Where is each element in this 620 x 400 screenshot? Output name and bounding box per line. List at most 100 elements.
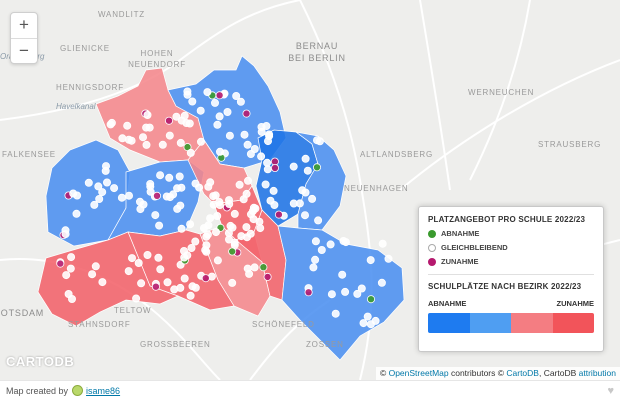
school-marker-neutral-70 (196, 137, 205, 146)
school-marker-neutral-64 (180, 111, 189, 120)
legend-swatch-4 (552, 313, 594, 333)
school-marker-neutral-148 (256, 224, 265, 233)
legend-item-label: Zunahme (441, 257, 479, 266)
school-marker-neutral-192 (331, 309, 340, 318)
school-marker-neutral-24 (127, 136, 136, 145)
zoom-out-button[interactable]: − (11, 38, 37, 63)
zoom-in-button[interactable]: + (19, 15, 29, 34)
school-marker-increase-97 (152, 191, 161, 200)
school-marker-neutral-115 (173, 204, 182, 213)
school-marker-neutral-200 (98, 278, 107, 287)
school-marker-neutral-198 (127, 254, 136, 263)
school-marker-increase-29 (164, 116, 173, 125)
school-marker-neutral-110 (146, 187, 155, 196)
school-marker-neutral-84 (242, 223, 251, 232)
school-marker-neutral-14 (61, 230, 70, 239)
school-marker-neutral-106 (204, 182, 213, 191)
school-marker-neutral-5 (72, 209, 81, 218)
legend-item-label: Gleichbleibend (441, 243, 508, 252)
legend-dot-white (428, 243, 436, 252)
place-label-schoenefeld: Schönefeld (252, 320, 315, 329)
school-marker-neutral-233 (156, 265, 165, 274)
school-marker-neutral-71 (257, 127, 266, 136)
school-marker-neutral-120 (199, 224, 208, 233)
school-marker-neutral-166 (303, 166, 312, 175)
school-marker-neutral-11 (125, 191, 134, 200)
school-marker-neutral-162 (263, 165, 272, 174)
school-marker-neutral-154 (257, 152, 266, 161)
cartodb-attribution-link[interactable]: attribution (578, 368, 616, 378)
school-marker-neutral-224 (154, 253, 163, 262)
place-label-bernau: Bernau bei Berlin (288, 41, 346, 63)
school-marker-neutral-190 (327, 290, 336, 299)
school-marker-neutral-185 (341, 287, 350, 296)
school-marker-neutral-52 (215, 112, 224, 121)
school-marker-neutral-143 (224, 235, 233, 244)
school-marker-neutral-105 (173, 184, 182, 193)
place-label-altlandsberg: Altlandsberg (360, 150, 434, 159)
school-marker-neutral-22 (142, 123, 151, 132)
attribution-text-2: , CartoDB (538, 368, 579, 378)
school-marker-neutral-26 (165, 131, 174, 140)
school-marker-neutral-58 (246, 149, 255, 158)
water-label-havelkanal: Havelkanal (56, 102, 96, 111)
school-marker-neutral-104 (191, 179, 200, 188)
school-marker-neutral-188 (353, 289, 362, 298)
school-marker-neutral-30 (106, 120, 115, 129)
school-marker-neutral-164 (314, 216, 323, 225)
school-marker-neutral-171 (298, 186, 307, 195)
map-canvas[interactable]: Wandlitz Glienicke Hohen Neuendorf Berna… (0, 0, 620, 380)
school-marker-neutral-207 (67, 253, 76, 262)
school-marker-increase-140 (263, 272, 272, 281)
school-marker-neutral-205 (137, 279, 146, 288)
osm-link[interactable]: OpenStreetMap (388, 368, 449, 378)
zoom-control: + − (10, 12, 38, 64)
school-marker-neutral-43 (188, 97, 197, 106)
author-link[interactable]: isame86 (86, 385, 121, 396)
school-marker-neutral-229 (163, 278, 172, 287)
school-marker-neutral-3 (84, 178, 93, 187)
place-label-glienicke: Glienicke (60, 44, 110, 53)
heart-icon[interactable]: ♥ (607, 384, 614, 397)
school-marker-increase-209 (56, 259, 65, 268)
school-marker-neutral-6 (95, 194, 104, 203)
school-marker-neutral-213 (62, 271, 71, 280)
school-marker-neutral-220 (186, 291, 195, 300)
legend-title: Platzangebot pro Schule 2022/23 (428, 215, 586, 224)
place-label-werneuchen: Werneuchen (468, 88, 535, 97)
school-marker-neutral-66 (236, 97, 245, 106)
school-marker-neutral-109 (136, 205, 145, 214)
school-marker-neutral-168 (312, 136, 321, 145)
road-0 (0, 0, 301, 121)
school-marker-neutral-37 (172, 112, 181, 121)
school-marker-neutral-135 (215, 200, 224, 209)
school-marker-neutral-199 (132, 294, 141, 303)
school-marker-increase-169 (274, 210, 283, 219)
school-marker-increase-194 (304, 288, 313, 297)
legend-item-label: Abnahme (441, 229, 480, 238)
cartodb-link[interactable]: CartoDB (506, 368, 539, 378)
school-marker-neutral-165 (266, 196, 275, 205)
school-marker-neutral-180 (326, 240, 335, 249)
school-marker-neutral-100 (242, 189, 251, 198)
school-marker-neutral-181 (311, 237, 320, 246)
map-layer[interactable] (0, 0, 620, 380)
school-marker-neutral-44 (232, 92, 241, 101)
place-label-strausberg: Strausberg (538, 140, 602, 149)
school-marker-neutral-63 (215, 147, 224, 156)
legend-swatch-1 (428, 313, 470, 333)
school-marker-decrease-189 (366, 295, 375, 304)
school-marker-neutral-212 (143, 250, 152, 259)
school-marker-neutral-193 (359, 319, 368, 328)
school-marker-neutral-129 (213, 256, 222, 265)
school-marker-neutral-170 (301, 154, 310, 163)
school-marker-neutral-172 (289, 162, 298, 171)
school-marker-neutral-112 (156, 171, 165, 180)
road-6 (419, 0, 451, 191)
school-marker-neutral-0 (90, 200, 99, 209)
school-marker-neutral-36 (158, 140, 167, 149)
school-marker-neutral-108 (135, 197, 144, 206)
school-marker-neutral-12 (94, 182, 103, 191)
school-marker-neutral-119 (213, 211, 222, 220)
